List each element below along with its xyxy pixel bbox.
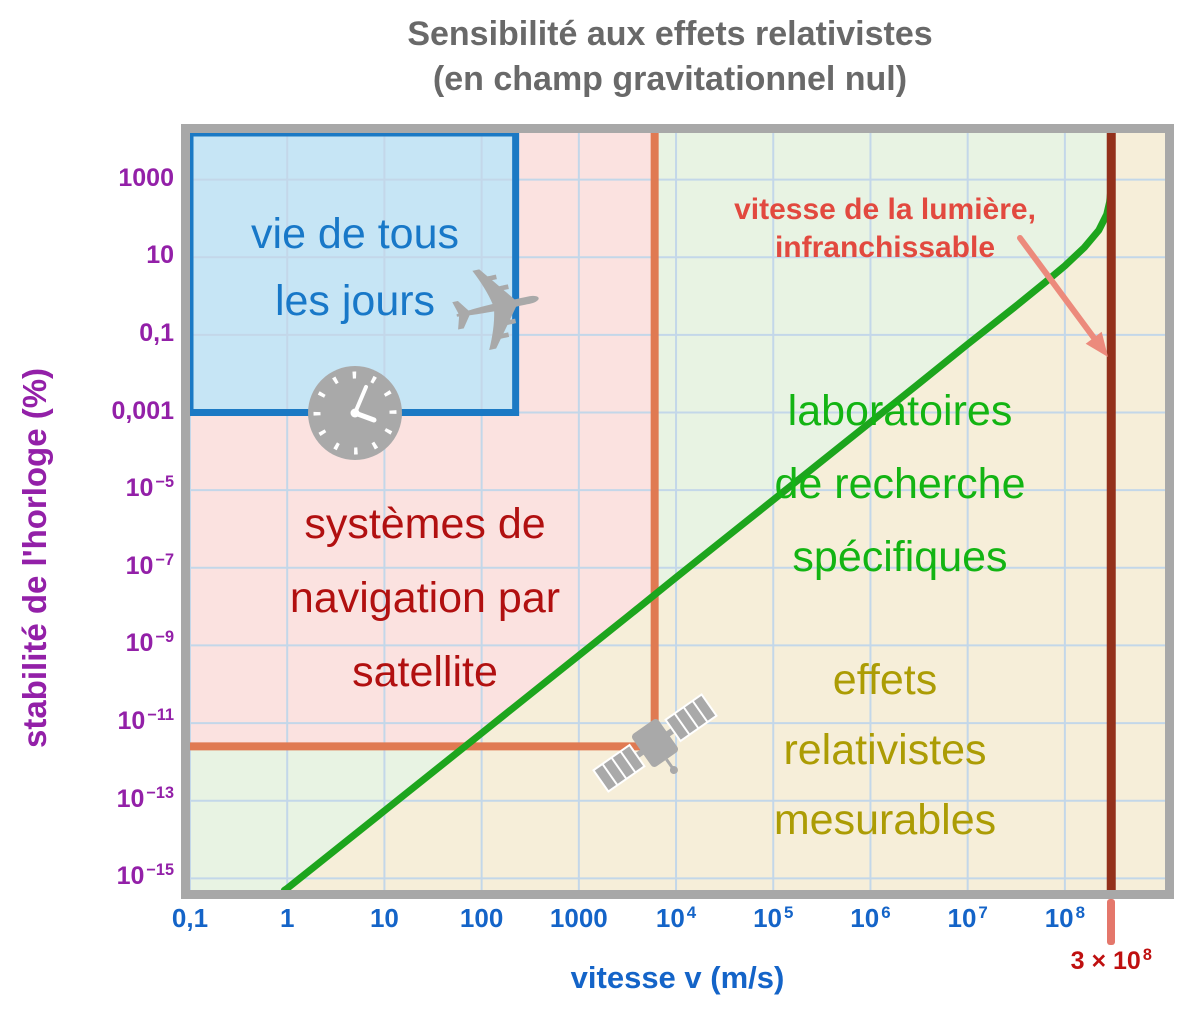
annotation-light-speed: vitesse de la lumière, infranchissable bbox=[734, 193, 1036, 264]
x-axis-title: vitesse v (m/s) bbox=[570, 960, 785, 995]
y-tick-label-base: 10 bbox=[117, 707, 146, 736]
y-tick-label-base: 1000 bbox=[118, 163, 174, 192]
region-effects-label: effets relativistes mesurables bbox=[773, 656, 997, 845]
y-tick-label: 0,001 bbox=[4, 397, 174, 426]
light-speed-tick-label: 3 × 10 8 bbox=[1070, 946, 1152, 976]
x-tick-label-base: 10 bbox=[850, 903, 880, 933]
satellite-panel-divider bbox=[619, 750, 637, 774]
satellite-body bbox=[631, 719, 679, 767]
satellite-antenna bbox=[665, 758, 674, 769]
y-tick-label: 10 −9 bbox=[4, 628, 174, 658]
y-tick-label: 0,1 bbox=[4, 319, 174, 348]
x-tick-label-exponent: 8 bbox=[1075, 902, 1086, 922]
y-tick-label: 10 −15 bbox=[4, 861, 174, 891]
x-tick-label-base: 100 bbox=[459, 903, 504, 933]
x-tick-label-base: 10 bbox=[369, 903, 399, 933]
x-tick-label-base: 0,1 bbox=[171, 903, 209, 933]
x-tick-label-base: 10 bbox=[947, 903, 977, 933]
satellite-panel-divider bbox=[682, 706, 700, 729]
y-tick-label-base: 10 bbox=[125, 551, 154, 580]
satellite-panel-divider bbox=[610, 757, 628, 780]
region-everyday-label: vie de tous les jours bbox=[251, 210, 459, 325]
x-tick-label: 10 bbox=[370, 903, 399, 934]
chart-title-line1: Sensibilité aux effets relativistes bbox=[407, 15, 933, 53]
clock-center-dot bbox=[350, 408, 360, 418]
x-tick-label-base: 10 bbox=[753, 903, 783, 933]
x-tick-label: 1 bbox=[280, 903, 294, 934]
x-tick-label: 10 8 bbox=[1045, 903, 1085, 934]
y-tick-label: 10 −13 bbox=[4, 783, 174, 814]
x-tick-label: 0,1 bbox=[172, 903, 208, 934]
clock-icon bbox=[308, 366, 402, 460]
satellite-panel-divider bbox=[691, 700, 709, 723]
y-tick-label-exponent: −11 bbox=[147, 706, 174, 725]
y-tick-label-base: 10 bbox=[116, 862, 145, 891]
y-tick-label-exponent: −15 bbox=[146, 861, 174, 880]
light-speed-line-extension bbox=[1107, 899, 1116, 945]
y-tick-label-base: 10 bbox=[116, 784, 145, 813]
x-tick-label: 10 7 bbox=[947, 903, 987, 934]
x-tick-label-base: 10 bbox=[655, 903, 685, 933]
x-tick-label-base: 10 bbox=[1044, 903, 1074, 933]
y-tick-label-base: 10 bbox=[125, 629, 154, 658]
light-speed-tick-label-exponent: 8 bbox=[1142, 946, 1152, 965]
plot-area: ✈ vie de tous le bbox=[181, 124, 1174, 899]
x-tick-label-base: 1000 bbox=[549, 903, 608, 933]
x-tick-label: 1000 bbox=[550, 903, 608, 934]
x-tick-label: 100 bbox=[460, 903, 503, 934]
chart-title-line2: (en champ gravitationnel nul) bbox=[432, 59, 908, 98]
clock-minute-hand bbox=[353, 385, 368, 415]
y-tick-label-exponent: −9 bbox=[155, 628, 174, 647]
y-tick-label: 10 bbox=[4, 241, 174, 270]
light-speed-tick-label-base: 3 × 10 bbox=[1070, 947, 1141, 975]
chart-title: Sensibilité aux effets relativistes (en … bbox=[150, 12, 1190, 102]
x-tick-label-exponent: 4 bbox=[686, 902, 697, 922]
x-tick-label: 10 4 bbox=[656, 903, 696, 934]
y-tick-label: 10 −5 bbox=[4, 473, 174, 503]
x-tick-label: 10 6 bbox=[850, 903, 890, 934]
x-tick-label-base: 1 bbox=[279, 903, 295, 933]
y-tick-label-exponent: −5 bbox=[155, 473, 174, 492]
region-satnav-label: systèmes de navigation par satellite bbox=[289, 500, 561, 696]
plot-canvas bbox=[190, 133, 1165, 890]
x-tick-label: 10 5 bbox=[753, 903, 793, 934]
region-measurable-effects-fill bbox=[284, 133, 1165, 890]
y-tick-label: 1000 bbox=[4, 164, 174, 193]
y-tick-label: 10 −11 bbox=[4, 706, 174, 736]
y-tick-label: 10 −7 bbox=[4, 550, 174, 581]
satellite-antenna-dish bbox=[669, 766, 678, 775]
y-tick-label-exponent: −13 bbox=[146, 783, 174, 802]
y-tick-label-base: 0,001 bbox=[111, 396, 174, 425]
satellite-panel-divider bbox=[673, 712, 691, 736]
y-tick-label-base: 10 bbox=[146, 241, 174, 270]
region-labs-label: laboratoires de recherche spécifiques bbox=[774, 387, 1026, 582]
y-tick-label-exponent: −7 bbox=[155, 550, 174, 569]
x-tick-label-exponent: 5 bbox=[784, 902, 794, 922]
annotation-arrow-line bbox=[1017, 235, 1097, 341]
satellite-panel-divider bbox=[601, 763, 619, 786]
y-tick-label-base: 0,1 bbox=[139, 318, 174, 347]
satellite-icon bbox=[592, 693, 718, 793]
x-tick-label-exponent: 7 bbox=[978, 902, 988, 922]
annotation-arrow-head bbox=[1085, 331, 1108, 357]
x-tick-label-exponent: 6 bbox=[881, 902, 891, 922]
y-tick-label-base: 10 bbox=[125, 474, 154, 503]
